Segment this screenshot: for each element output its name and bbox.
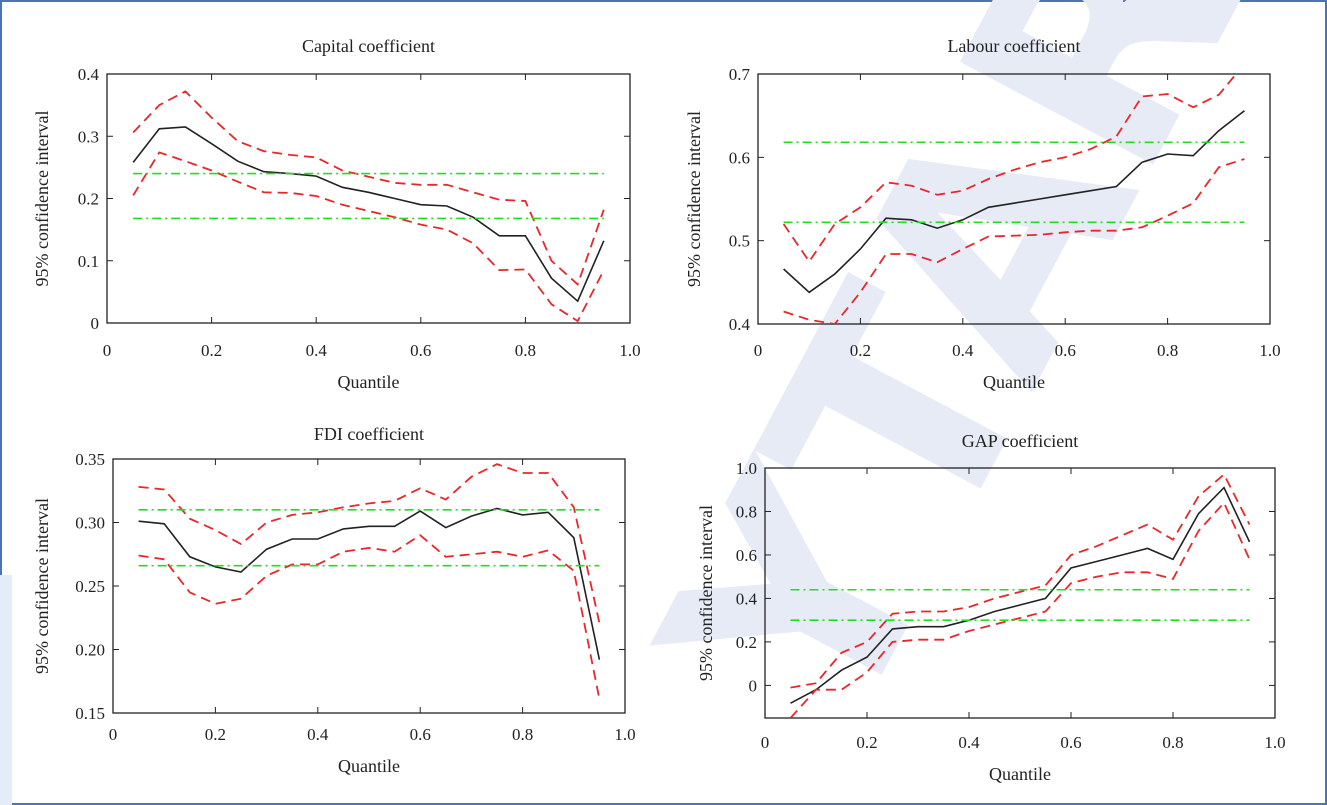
y-tick-label: 0.1 [78,252,99,271]
y-tick-label: 0.2 [736,633,757,652]
estimate-line [132,126,605,303]
y-tick-label: 0.8 [736,502,757,521]
side-strip [0,575,12,805]
lower-confidence-line [789,501,1251,718]
y-tick-label: 0.20 [75,641,105,660]
x-tick-label: 0.2 [856,733,877,752]
x-tick-label: 0.2 [850,341,871,360]
x-tick-label: 0.2 [205,725,226,744]
x-axis-title: Quantile [989,764,1051,784]
plot-area-frame [106,73,631,324]
x-tick-label: 0.8 [512,725,533,744]
x-tick-label: 1.0 [614,725,635,744]
upper-confidence-line [132,90,605,286]
y-tick-label: 0.4 [736,589,758,608]
lower-confidence-line [783,158,1245,324]
lower-confidence-line [138,534,601,700]
x-tick-label: 0 [103,341,112,360]
x-tick-label: 0.6 [410,725,431,744]
x-axis-title: Quantile [983,372,1045,392]
chart-title: FDI coefficient [314,424,424,444]
y-axis-title: 95% confidence interval [32,498,52,674]
y-axis-title: 95% confidence interval [684,111,704,287]
y-tick-label: 0.5 [729,232,750,251]
chart-title: Labour coefficient [947,36,1080,56]
upper-confidence-line [790,473,1251,689]
x-tick-label: 1.0 [1264,733,1285,752]
x-tick-label: 1.0 [1259,341,1280,360]
estimate-line [790,486,1251,704]
plot-series-group [132,90,605,323]
y-tick-label: 0.4 [78,65,100,84]
y-tick-label: 0.7 [729,65,751,84]
x-axis-title: Quantile [338,372,400,392]
y-tick-label: 0.35 [75,450,105,469]
x-tick-label: 0.6 [1060,733,1081,752]
chart-panel-4: GAP coefficient 0 0.2 0.4 0.6 0.8 1.0 0 0.2 0.4 0.… [696,431,1286,784]
y-tick-label: 0.4 [729,315,751,334]
x-tick-label: 0.4 [307,725,329,744]
x-axis-title: Quantile [338,756,400,776]
x-tick-label: 0 [109,725,118,744]
upper-confidence-line [782,74,1238,264]
y-tick-label: 0.25 [75,577,105,596]
chart-title: Capital coefficient [302,36,435,56]
y-axis-title: 95% confidence interval [32,111,52,287]
plot-area-frame [757,73,1271,325]
x-tick-label: 0.6 [1055,341,1076,360]
plot-series-group [782,74,1245,324]
plot-area-frame [764,467,1276,719]
x-tick-label: 1.0 [619,341,640,360]
y-tick-label: 0.3 [78,127,99,146]
estimate-line [783,110,1245,294]
chart-panel-2: Labour coefficient 0 0.2 0.4 0.6 0.8 1.0 0.4 0.5… [684,36,1281,392]
x-tick-label: 0.8 [1157,341,1178,360]
y-tick-label: 0.2 [78,190,99,209]
x-tick-label: 0.6 [410,341,431,360]
x-tick-label: 0.4 [952,341,974,360]
plot-area-frame [112,458,626,714]
x-tick-label: 0 [761,733,770,752]
y-tick-label: 0 [91,314,100,333]
y-tick-label: 0.15 [75,704,105,723]
lower-confidence-line [132,151,605,323]
plot-series-group [138,463,601,700]
plot-series-group [789,473,1251,718]
y-tick-label: 0 [749,676,758,695]
estimate-line [138,507,601,660]
chart-title: GAP coefficient [962,431,1078,451]
y-tick-label: 0.6 [736,546,757,565]
x-tick-label: 0.4 [958,733,980,752]
x-tick-label: 0.8 [515,341,536,360]
y-axis-title: 95% confidence interval [696,505,716,681]
x-tick-label: 0.4 [306,341,328,360]
y-tick-label: 0.30 [75,514,105,533]
y-tick-label: 0.6 [729,148,750,167]
x-tick-label: 0.8 [1162,733,1183,752]
upper-confidence-line [138,463,601,623]
x-tick-label: 0 [754,341,763,360]
x-tick-label: 0.2 [201,341,222,360]
chart-panel-3: FDI coefficient 0 0.2 0.4 0.6 0.8 1.0 0.15 0.20 0… [32,424,636,776]
y-tick-label: 1.0 [736,459,757,478]
chart-panel-1: Capital coefficient 0 0.2 0.4 0.6 0.8 1.0 0 0.1 0… [32,36,641,392]
